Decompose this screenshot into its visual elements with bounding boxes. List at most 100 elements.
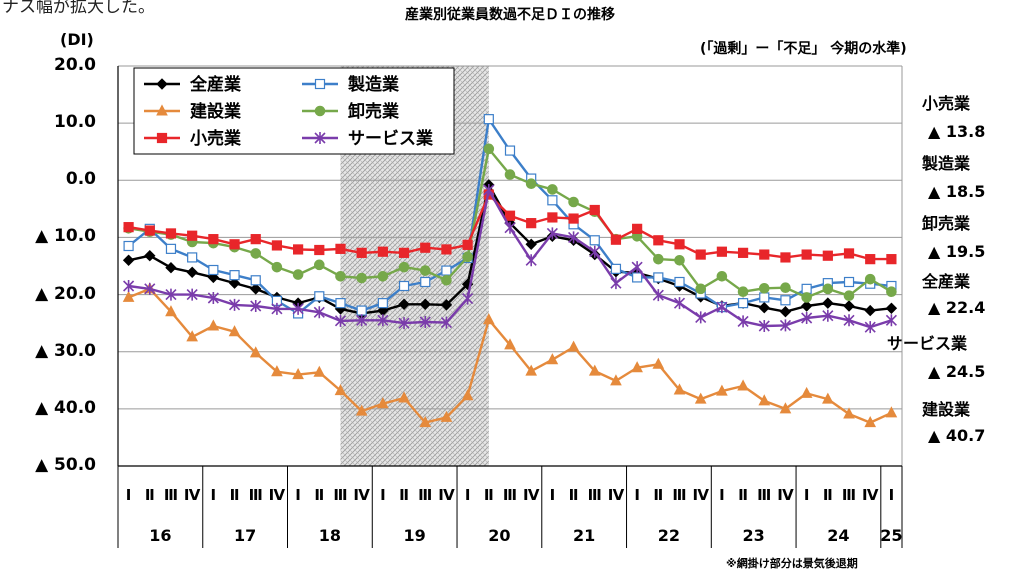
data-point	[674, 239, 685, 250]
data-point	[716, 384, 728, 396]
y-tick-label: 20.0	[54, 55, 96, 75]
data-point	[864, 415, 877, 428]
footnote: ※網掛け部分は景気後退期	[726, 557, 858, 570]
data-point	[441, 274, 452, 286]
quarter-label: Ⅳ	[523, 486, 540, 504]
data-point	[122, 254, 135, 266]
legend-marker	[314, 105, 326, 117]
data-point	[546, 227, 558, 240]
data-point	[483, 114, 494, 125]
data-point	[631, 261, 643, 274]
data-point	[292, 269, 304, 280]
data-point	[780, 282, 791, 294]
year-label: 23	[743, 526, 765, 545]
quarter-label: Ⅱ	[145, 486, 155, 504]
data-point	[313, 259, 325, 271]
data-point	[864, 304, 876, 317]
y-tick-label: ▲ 20.0	[35, 283, 96, 304]
annotation-value: ▲ 40.7	[928, 426, 986, 445]
data-point	[801, 312, 813, 324]
data-point	[652, 289, 664, 302]
legend-label: 小売業	[190, 128, 241, 149]
data-point	[525, 364, 538, 376]
data-point	[420, 276, 431, 288]
data-point	[652, 357, 665, 369]
data-point	[228, 325, 241, 337]
quarter-label: Ⅰ	[380, 486, 386, 504]
data-point	[632, 223, 643, 234]
data-point	[610, 234, 622, 245]
data-point	[695, 283, 707, 295]
annotation-value: ▲ 13.8	[928, 122, 986, 141]
quarter-label: Ⅳ	[184, 486, 201, 504]
data-point	[186, 288, 198, 301]
data-point	[568, 231, 580, 244]
data-point	[186, 330, 198, 342]
quarter-label: Ⅳ	[438, 486, 455, 504]
data-point	[546, 353, 559, 365]
legend-marker	[314, 132, 326, 144]
data-point	[419, 415, 432, 428]
data-point	[737, 247, 749, 258]
data-point	[229, 239, 240, 250]
data-point	[334, 383, 347, 396]
data-point	[271, 240, 283, 251]
quarter-label: Ⅲ	[672, 486, 686, 504]
data-point	[313, 306, 325, 319]
data-point	[441, 265, 452, 276]
data-point	[250, 248, 262, 259]
year-label: 24	[827, 526, 849, 545]
legend-entry-5: サービス業	[302, 128, 433, 149]
data-point	[483, 143, 495, 155]
data-point	[504, 338, 516, 350]
data-point	[886, 254, 897, 265]
data-point	[568, 196, 579, 208]
data-point	[547, 184, 558, 195]
data-point	[419, 265, 431, 276]
annotation-name: 卸売業	[922, 214, 971, 233]
data-point	[398, 247, 410, 258]
data-point	[462, 239, 473, 250]
series-4	[123, 189, 897, 265]
series-line	[128, 188, 892, 329]
legend-entry-0: 全産業	[144, 74, 241, 95]
data-point	[653, 253, 664, 265]
legend-label: 全産業	[189, 74, 241, 95]
legend-entry-2: 建設業	[144, 101, 241, 122]
legend-label: サービス業	[348, 128, 433, 149]
data-point	[313, 365, 326, 377]
data-point	[568, 213, 579, 224]
data-point	[249, 346, 262, 358]
annotation-name: 製造業	[922, 154, 971, 173]
data-point	[504, 145, 516, 156]
data-point	[165, 305, 177, 317]
data-point	[292, 302, 304, 315]
data-point	[229, 270, 240, 281]
data-point	[419, 316, 431, 328]
data-point	[250, 234, 261, 245]
quarter-label: Ⅱ	[823, 486, 833, 504]
data-point	[525, 238, 537, 250]
data-point	[356, 305, 367, 316]
data-point	[420, 242, 431, 253]
data-point	[335, 270, 346, 282]
data-point	[123, 222, 134, 233]
data-point	[525, 178, 537, 190]
data-point	[779, 402, 792, 414]
data-point	[547, 212, 558, 223]
year-label: 20	[488, 526, 510, 545]
data-point	[843, 407, 855, 419]
data-point	[186, 266, 198, 278]
annotation-name: サービス業	[887, 334, 968, 353]
quarter-label: Ⅳ	[692, 486, 709, 504]
series-5	[123, 184, 897, 334]
data-point	[737, 379, 749, 391]
data-point	[801, 292, 812, 303]
legend-entry-1: 製造業	[302, 74, 399, 95]
annotation-name: 建設業	[922, 400, 971, 419]
quarter-label: Ⅰ	[465, 486, 471, 504]
data-point	[525, 254, 537, 267]
annotation-value: ▲ 24.5	[928, 362, 986, 381]
data-point	[228, 298, 241, 311]
data-point	[673, 297, 686, 310]
